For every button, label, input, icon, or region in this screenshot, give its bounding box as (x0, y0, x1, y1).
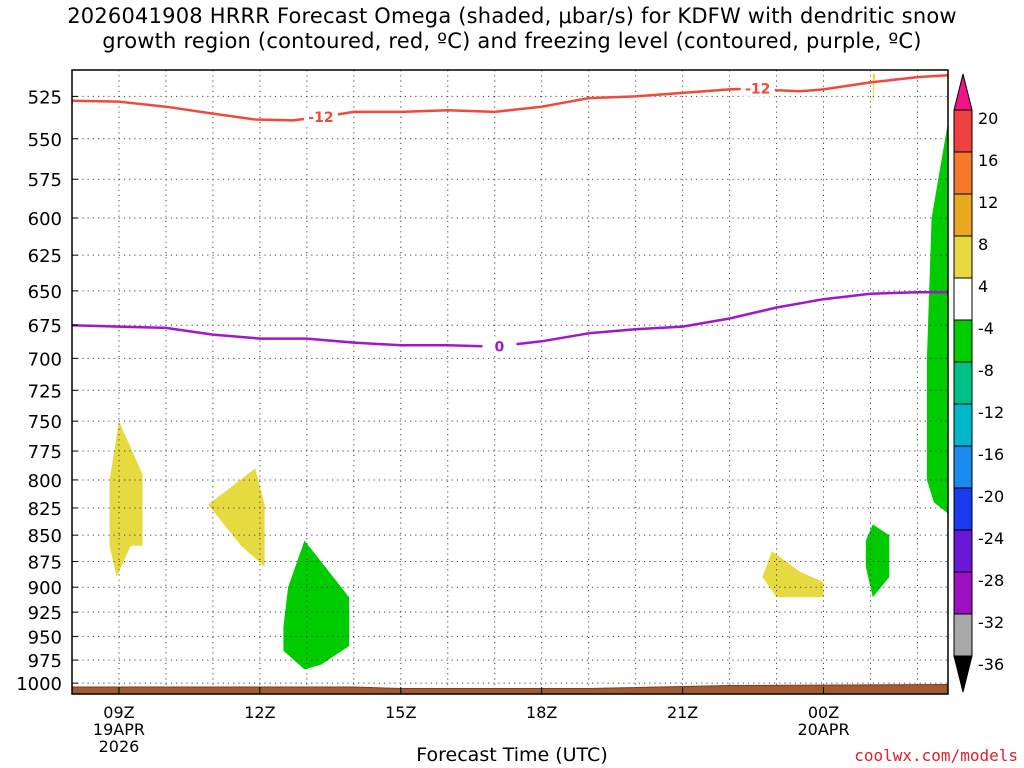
omega-region-3 (283, 540, 350, 670)
x-tick-label: 21Z (667, 703, 698, 722)
y-tick-label: 575 (28, 170, 62, 191)
x-tick-label: 2026 (99, 737, 140, 756)
omega-region-5 (865, 524, 890, 598)
colorbar-label: -20 (978, 487, 1004, 506)
omega-region-2 (208, 468, 265, 567)
contour-line-2 (71, 291, 948, 348)
colorbar-label: 4 (978, 277, 988, 296)
x-tick-label: 09Z (103, 703, 134, 722)
y-tick-label: 675 (28, 316, 62, 337)
title-line-2: growth region (contoured, red, ºC) and f… (102, 29, 922, 53)
y-tick-label: 950 (28, 627, 62, 648)
y-tick-label: 975 (28, 651, 62, 672)
x-tick-label: 20APR (797, 720, 849, 739)
omega-region-1 (109, 421, 143, 577)
y-tick-label: 550 (28, 130, 62, 151)
contour-label-bg (482, 338, 517, 355)
colorbar-label: 20 (978, 109, 998, 128)
contour-label-bg (740, 80, 775, 97)
y-tick-label: 775 (28, 442, 62, 463)
y-tick-label: 600 (28, 209, 62, 230)
y-tick-label: 525 (28, 87, 62, 108)
omega-region-7 (926, 122, 948, 514)
colorbar-label: -4 (978, 319, 994, 338)
omega-region-6 (872, 73, 876, 105)
omega-region-4 (762, 551, 824, 598)
colorbar-box (953, 277, 973, 321)
x-tick-label: 18Z (526, 703, 557, 722)
terrain-layer (71, 683, 949, 695)
chart-title: 2026041908 HRRR Forecast Omega (shaded, … (0, 4, 1024, 54)
y-tick-label: 625 (28, 246, 62, 267)
y-tick-label: 900 (28, 578, 62, 599)
terrain-fill (71, 683, 949, 695)
colorbar-label: -24 (978, 529, 1004, 548)
y-tick-label: 850 (28, 526, 62, 547)
colorbar-label: -28 (978, 571, 1004, 590)
y-tick-label: 750 (28, 412, 62, 433)
plot-frame (71, 69, 949, 695)
colorbar-box (953, 529, 973, 573)
y-tick-label: 875 (28, 553, 62, 574)
colorbar-label: -32 (978, 613, 1004, 632)
x-axis-label: Forecast Time (UTC) (416, 744, 608, 766)
grid-lines (72, 70, 948, 694)
colorbar-box (953, 109, 973, 153)
contour-label: -12 (308, 110, 333, 126)
x-tick-label: 12Z (244, 703, 275, 722)
x-tick-label: 00Z (808, 703, 839, 722)
omega-shading (109, 73, 948, 670)
x-tick-label: 15Z (385, 703, 416, 722)
x-tick-label: 19APR (93, 720, 145, 739)
colorbar-label: 16 (978, 151, 998, 170)
colorbar-box (953, 193, 973, 237)
colorbar-box (953, 151, 973, 195)
contour-label: -12 (745, 82, 770, 98)
colorbar-top-arrow (953, 73, 973, 111)
colorbar-bottom-arrow (953, 655, 973, 693)
y-tick-label: 825 (28, 499, 62, 520)
colorbar-box (953, 361, 973, 405)
credit-link[interactable]: coolwx.com/models (854, 746, 1018, 765)
colorbar-label: -16 (978, 445, 1004, 464)
title-line-1: 2026041908 HRRR Forecast Omega (shaded, … (67, 4, 957, 28)
plot-border (71, 69, 949, 695)
y-tick-label: 700 (28, 349, 62, 370)
colorbar-label: -8 (978, 361, 994, 380)
colorbar-label: 8 (978, 235, 988, 254)
contour-label-bg (303, 108, 338, 125)
y-tick-label: 650 (28, 282, 62, 303)
y-tick-label: 925 (28, 603, 62, 624)
y-tick-label: 725 (28, 381, 62, 402)
colorbar-box (953, 487, 973, 531)
temperature-contours: -12 -12 0 (71, 74, 949, 356)
colorbar-box (953, 571, 973, 615)
colorbar-box (953, 403, 973, 447)
contour-label: 0 (495, 340, 505, 356)
contour-line-1 (71, 74, 949, 122)
y-tick-label: 1000 (16, 674, 62, 695)
y-axis: 525 550 575 600 625 650 675 700 725 750 775 800 825 8… (16, 87, 78, 695)
colorbar-label: -36 (978, 655, 1004, 674)
colorbar-box (953, 445, 973, 489)
colorbar-box (953, 613, 973, 657)
y-tick-label: 800 (28, 471, 62, 492)
colorbar-label: 12 (978, 193, 998, 212)
colorbar-box (953, 235, 973, 279)
colorbar-label: -12 (978, 403, 1004, 422)
colorbar: 20 16 12 8 4 -4 -8 -12 -16 -20 -24 -28 -32 -36 (953, 73, 1004, 693)
colorbar-box (953, 319, 973, 363)
